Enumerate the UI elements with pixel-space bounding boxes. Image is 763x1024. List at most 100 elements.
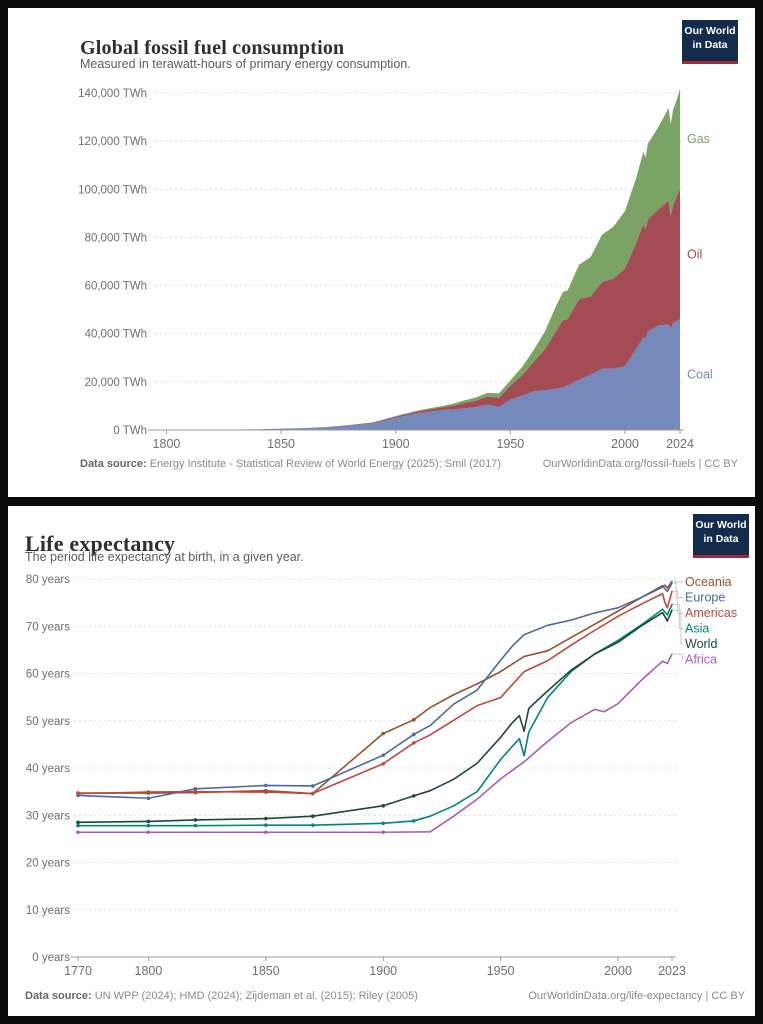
legend-label-americas[interactable]: Americas [685, 606, 737, 620]
y-tick-label: 100,000 TWh [78, 184, 147, 196]
series-label-gas[interactable]: Gas [687, 132, 710, 146]
line-oceania[interactable] [77, 580, 673, 795]
line-world[interactable] [77, 609, 673, 824]
data-point-marker [76, 791, 80, 796]
data-point-marker [264, 790, 268, 794]
legend-label-asia[interactable]: Asia [685, 622, 709, 636]
y-tick-label: 120,000 TWh [78, 136, 147, 148]
data-point-marker [411, 732, 416, 737]
data-point-marker [264, 783, 268, 788]
owid-logo[interactable]: Our World in Data [693, 514, 749, 558]
line-africa[interactable] [77, 653, 673, 834]
chart-footer: Data source: UN WPP (2024); HMD (2024); … [25, 990, 745, 1002]
x-tick-label: 2023 [658, 964, 686, 978]
data-point-marker [76, 830, 80, 835]
line-europe[interactable] [77, 582, 673, 800]
life-expectancy-chart-svg[interactable]: 0 years 10 years 20 years 30 years 40 years 5… [8, 506, 755, 1016]
x-tick-label: 1950 [496, 437, 524, 451]
data-point-marker [381, 753, 386, 758]
x-tick-label: 1900 [382, 437, 410, 451]
y-tick-label: 70 years [26, 621, 70, 633]
data-point-marker [411, 718, 416, 722]
y-tick-label: 80 years [26, 574, 70, 586]
chart-title: Life expectancy [25, 530, 176, 556]
owid-logo-line2: in Data [692, 38, 728, 51]
data-point-marker [381, 804, 386, 808]
data-point-marker [381, 731, 386, 736]
chart-url-link[interactable]: OurWorldinData.org/life-expectancy | CC … [528, 990, 745, 1002]
data-point-marker [310, 784, 315, 788]
x-tick-label: 1850 [267, 437, 295, 451]
legend-label-africa[interactable]: Africa [685, 653, 717, 667]
data-point-marker [411, 819, 416, 823]
data-source-value: UN WPP (2024); HMD (2024); Zijdeman et a… [91, 990, 418, 1002]
legend-connector [674, 604, 683, 629]
y-tick-label: 0 TWh [113, 425, 147, 437]
chart-footer: Data source: Energy Institute - Statisti… [80, 458, 738, 470]
series-label-oil[interactable]: Oil [687, 247, 702, 261]
chart-subtitle: The period life expectancy at birth, in … [25, 550, 304, 564]
x-tick-label: 1900 [369, 964, 397, 978]
y-tick-label: 60 years [26, 669, 70, 681]
data-point-marker [193, 786, 198, 791]
data-point-marker [381, 821, 386, 826]
y-tick-label: 80,000 TWh [85, 232, 147, 244]
chart-title: Global fossil fuel consumption [80, 37, 345, 60]
data-point-marker [381, 830, 386, 835]
x-tick-label: 1950 [487, 964, 515, 978]
chart-url-link[interactable]: OurWorldinData.org/fossil-fuels | CC BY [542, 458, 738, 470]
legend-label-oceania[interactable]: Oceania [685, 575, 732, 589]
y-tick-label: 20,000 TWh [85, 377, 147, 389]
y-tick-label: 20 years [26, 858, 70, 870]
data-point-marker [411, 794, 416, 798]
y-tick-label: 60,000 TWh [85, 281, 147, 293]
x-tick-label: 2024 [666, 437, 694, 451]
y-tick-label: 50 years [26, 716, 70, 728]
data-point-marker [76, 820, 80, 825]
owid-logo[interactable]: Our World in Data [682, 20, 738, 64]
life-expectancy-chart-card: 0 years 10 years 20 years 30 years 40 years 5… [8, 506, 755, 1016]
owid-logo-line2: in Data [703, 532, 739, 545]
legend-connector [674, 609, 683, 645]
data-point-marker [310, 791, 315, 796]
data-source-text: Data source: UN WPP (2024); HMD (2024); … [25, 990, 418, 1002]
data-point-marker [264, 816, 268, 821]
y-tick-label: 40 years [26, 763, 70, 775]
owid-logo-line1: Our World [695, 519, 747, 531]
y-tick-label: 10 years [26, 905, 70, 917]
chart-subtitle: Measured in terawatt-hours of primary en… [80, 57, 411, 71]
data-point-marker [76, 823, 80, 828]
series-area-coal[interactable] [166, 319, 680, 430]
x-tick-label: 1770 [64, 964, 92, 978]
data-point-marker [146, 830, 151, 835]
data-point-marker [264, 830, 268, 835]
data-point-marker [310, 823, 315, 827]
x-tick-label: 2000 [604, 964, 632, 978]
data-point-marker [146, 823, 151, 828]
data-point-marker [411, 741, 416, 745]
legend-connector [674, 582, 683, 598]
y-tick-label: 140,000 TWh [78, 88, 147, 100]
line-americas[interactable] [77, 590, 673, 795]
data-source-value: Energy Institute - Statistical Review of… [146, 458, 502, 470]
data-point-marker [193, 823, 198, 828]
legend-connector [674, 580, 683, 583]
data-point-marker [381, 761, 386, 766]
line-asia[interactable] [77, 603, 673, 827]
data-point-marker [146, 796, 151, 801]
fossil-fuel-chart-svg[interactable]: 0 TWh 20,000 TWh 40,000 TWh 60,000 TWh 80,00… [8, 8, 755, 497]
y-tick-label: 40,000 TWh [85, 329, 147, 341]
y-tick-label: 30 years [26, 810, 70, 822]
data-point-marker [193, 818, 198, 822]
data-point-marker [146, 790, 151, 794]
x-tick-label: 1800 [135, 964, 163, 978]
series-area-oil[interactable] [166, 189, 680, 430]
legend-label-world[interactable]: World [685, 637, 717, 651]
data-point-marker [146, 819, 151, 824]
series-label-coal[interactable]: Coal [687, 368, 713, 382]
data-source-label: Data source: [25, 990, 92, 1002]
legend-label-europe[interactable]: Europe [685, 591, 725, 605]
x-tick-label: 2000 [611, 437, 639, 451]
x-tick-label: 1800 [153, 437, 181, 451]
